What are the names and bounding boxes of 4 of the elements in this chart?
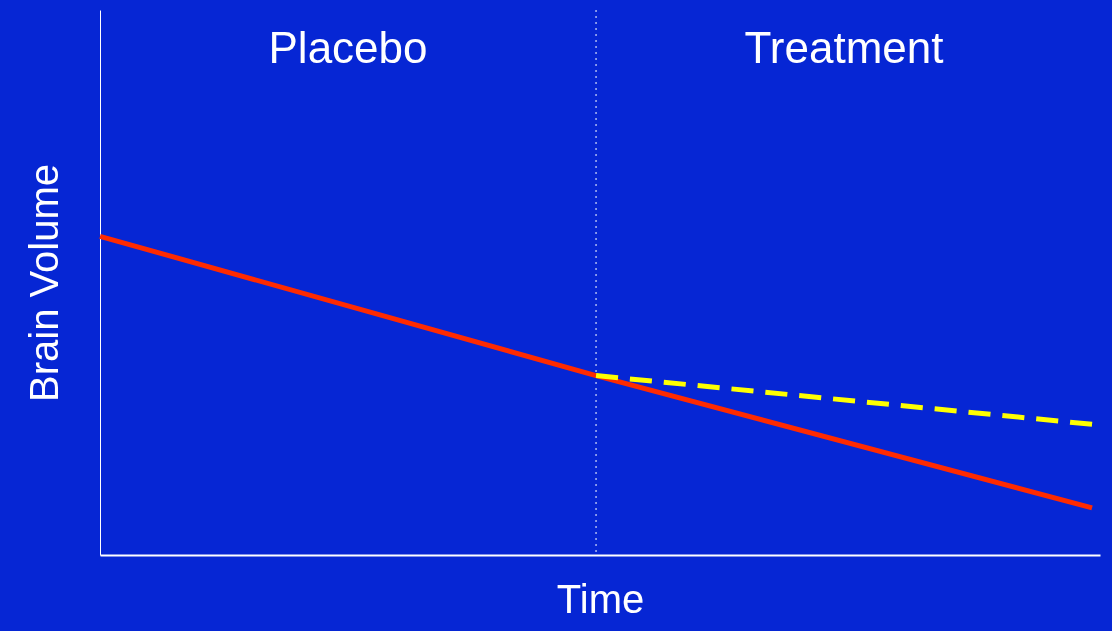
y-axis-title: Brain Volume bbox=[21, 164, 66, 402]
x-axis-title: Time bbox=[556, 576, 645, 621]
text: Placebo bbox=[268, 23, 428, 72]
text: Treatment bbox=[744, 23, 944, 72]
